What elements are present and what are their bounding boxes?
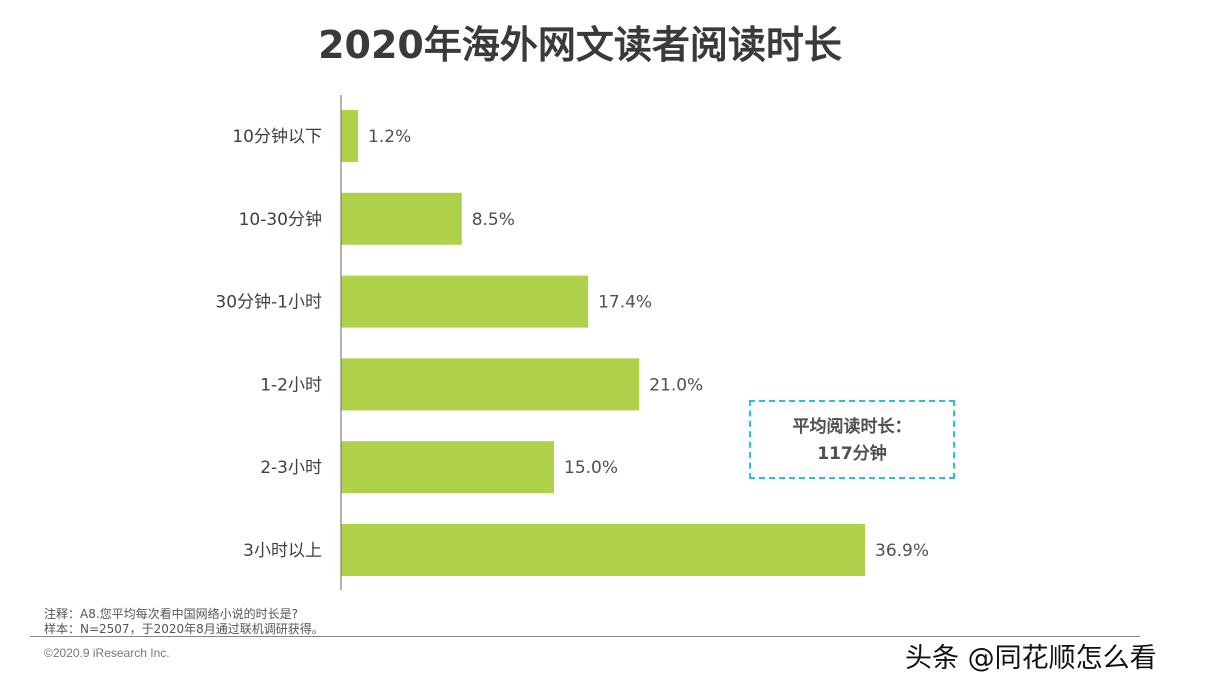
average-value: 117分钟 <box>817 444 887 464</box>
data-label: 36.9% <box>875 541 929 561</box>
data-label: 1.2% <box>368 127 411 147</box>
average-annotation-box: 平均阅读时长： 117分钟 <box>749 400 955 479</box>
bar <box>341 441 555 494</box>
data-label: 8.5% <box>472 210 515 230</box>
category-label: 1-2小时 <box>260 375 322 395</box>
bar <box>341 524 865 576</box>
category-label: 10分钟以下 <box>232 127 322 147</box>
category-label: 2-3小时 <box>260 458 322 478</box>
copyright: ©2020.9 iResearch Inc. <box>44 646 170 660</box>
average-label: 平均阅读时长： <box>792 417 912 437</box>
footer-divider <box>30 636 1140 637</box>
chart-title: 2020年海外网文读者阅读时长 <box>318 23 842 67</box>
data-label: 17.4% <box>598 293 652 313</box>
category-label: 10-30分钟 <box>239 210 322 230</box>
footnote-question: 注释：A8.您平均每次看中国网络小说的时长是? <box>44 607 299 621</box>
footnote-sample: 样本：N=2507，于2020年8月通过联机调研获得。 <box>44 622 324 636</box>
data-label: 15.0% <box>564 458 618 478</box>
bar <box>341 192 462 245</box>
bar <box>341 110 359 162</box>
data-label: 21.0% <box>649 375 703 395</box>
bar <box>341 275 589 328</box>
category-label: 3小时以上 <box>243 541 322 561</box>
category-label: 30分钟-1小时 <box>215 293 322 313</box>
bar <box>341 358 640 411</box>
watermark: 头条 @同花顺怎么看 <box>905 643 1157 674</box>
